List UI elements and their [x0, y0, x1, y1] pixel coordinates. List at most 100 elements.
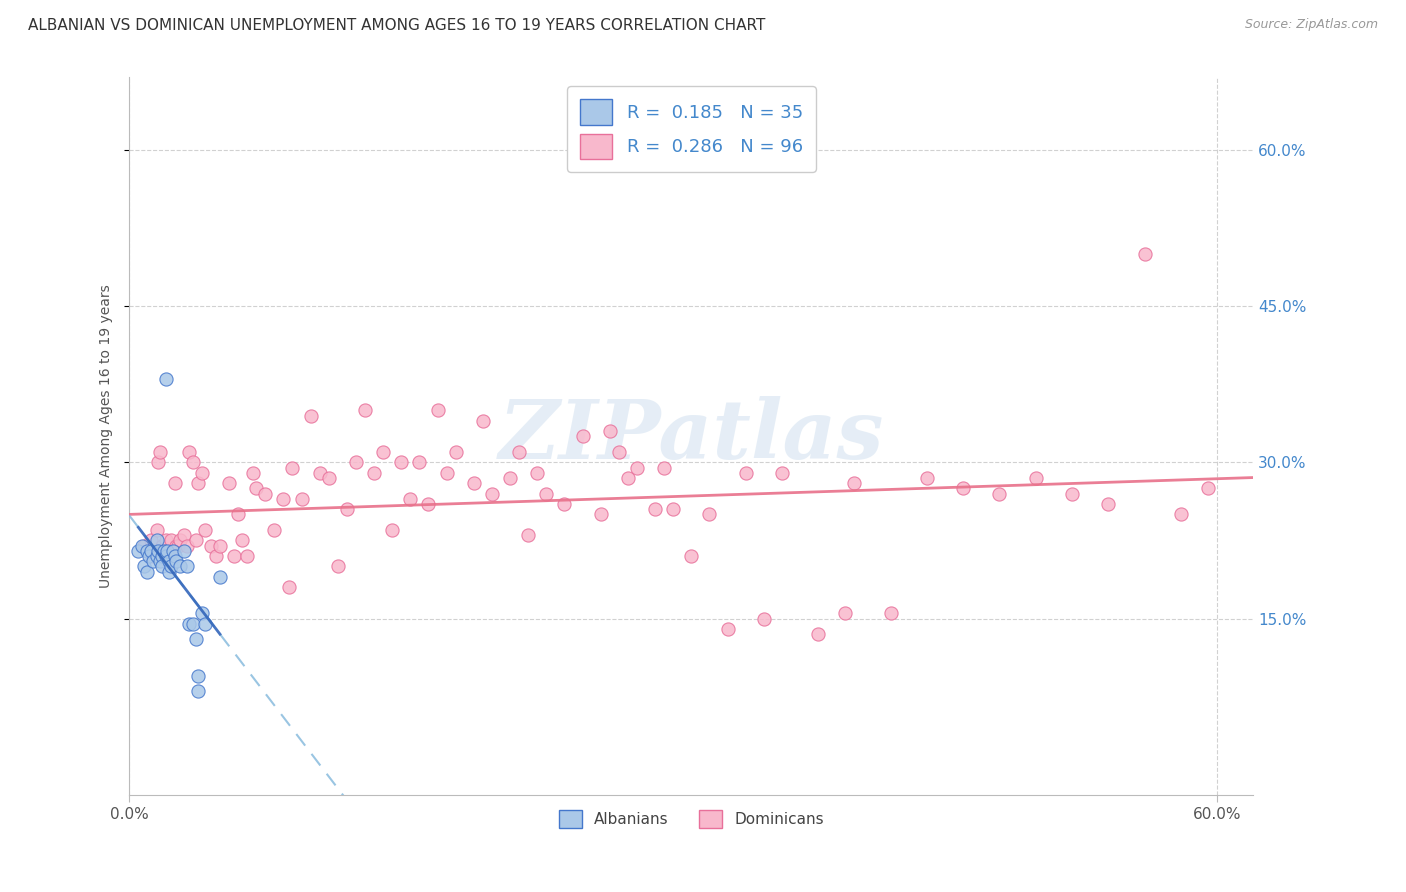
Point: [132, 539, 155, 553]
Point: [160, 559, 183, 574]
Point: [142, 549, 165, 563]
Point: [200, 539, 222, 553]
Point: [150, 549, 173, 563]
Point: [231, 533, 253, 548]
Point: [381, 523, 404, 537]
Point: [136, 544, 159, 558]
Point: [132, 559, 155, 574]
Point: [607, 445, 630, 459]
Point: [988, 486, 1011, 500]
Point: [176, 559, 198, 574]
Point: [136, 544, 159, 558]
Point: [571, 429, 593, 443]
Point: [526, 466, 548, 480]
Point: [149, 554, 172, 568]
Point: [1197, 482, 1219, 496]
Point: [626, 460, 648, 475]
Point: [208, 539, 231, 553]
Point: [179, 445, 201, 459]
Point: [138, 549, 160, 563]
Point: [162, 544, 184, 558]
Point: [145, 523, 167, 537]
Point: [499, 471, 522, 485]
Point: [426, 403, 449, 417]
Point: [224, 549, 246, 563]
Point: [166, 554, 188, 568]
Point: [344, 455, 367, 469]
Point: [734, 466, 756, 480]
Point: [617, 471, 640, 485]
Point: [463, 476, 485, 491]
Point: [145, 549, 167, 563]
Point: [160, 533, 183, 548]
Point: [652, 460, 675, 475]
Point: [589, 508, 612, 522]
Point: [148, 544, 170, 558]
Point: [770, 466, 793, 480]
Point: [152, 544, 174, 558]
Point: [150, 559, 173, 574]
Point: [281, 460, 304, 475]
Point: [399, 491, 422, 506]
Point: [157, 554, 180, 568]
Point: [1025, 471, 1047, 485]
Point: [408, 455, 430, 469]
Point: [553, 497, 575, 511]
Point: [536, 486, 558, 500]
Point: [169, 559, 191, 574]
Point: [242, 466, 264, 480]
Point: [681, 549, 703, 563]
Point: [152, 544, 174, 558]
Point: [208, 570, 231, 584]
Point: [952, 482, 974, 496]
Point: [181, 616, 204, 631]
Point: [599, 424, 621, 438]
Point: [1170, 508, 1192, 522]
Point: [186, 632, 208, 647]
Point: [807, 627, 830, 641]
Point: [139, 533, 162, 548]
Point: [273, 491, 295, 506]
Point: [157, 565, 180, 579]
Point: [254, 486, 277, 500]
Point: [389, 455, 412, 469]
Point: [471, 414, 494, 428]
Point: [169, 533, 191, 548]
Point: [508, 445, 530, 459]
Point: [156, 544, 179, 558]
Point: [326, 559, 349, 574]
Point: [187, 684, 209, 698]
Point: [173, 544, 195, 558]
Point: [752, 611, 775, 625]
Point: [162, 544, 184, 558]
Point: [179, 616, 201, 631]
Point: [844, 476, 866, 491]
Point: [418, 497, 440, 511]
Point: [194, 616, 217, 631]
Text: ZIPatlas: ZIPatlas: [499, 396, 884, 476]
Point: [167, 539, 190, 553]
Point: [148, 455, 170, 469]
Point: [176, 539, 198, 553]
Point: [308, 466, 330, 480]
Point: [290, 491, 312, 506]
Point: [1097, 497, 1119, 511]
Point: [187, 476, 209, 491]
Point: [716, 622, 738, 636]
Point: [142, 554, 165, 568]
Point: [166, 539, 188, 553]
Point: [149, 445, 172, 459]
Point: [299, 409, 322, 423]
Point: [481, 486, 503, 500]
Point: [155, 549, 177, 563]
Point: [191, 607, 214, 621]
Point: [155, 372, 177, 386]
Point: [145, 533, 167, 548]
Point: [354, 403, 377, 417]
Y-axis label: Unemployment Among Ages 16 to 19 years: Unemployment Among Ages 16 to 19 years: [100, 285, 114, 589]
Point: [127, 544, 149, 558]
Point: [131, 539, 153, 553]
Point: [181, 455, 204, 469]
Point: [834, 607, 856, 621]
Point: [218, 476, 240, 491]
